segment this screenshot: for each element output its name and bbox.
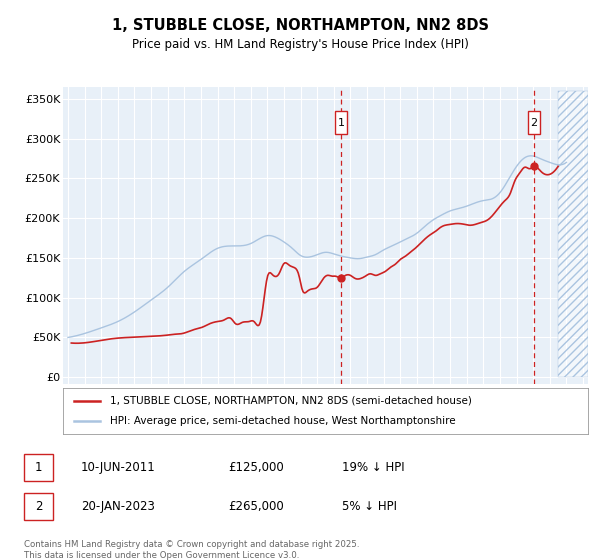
Text: 2: 2: [35, 500, 42, 514]
Text: 1: 1: [338, 118, 344, 128]
Text: £125,000: £125,000: [228, 461, 284, 474]
FancyBboxPatch shape: [528, 111, 540, 134]
Text: 10-JUN-2011: 10-JUN-2011: [81, 461, 156, 474]
Text: 19% ↓ HPI: 19% ↓ HPI: [342, 461, 404, 474]
Text: 1, STUBBLE CLOSE, NORTHAMPTON, NN2 8DS: 1, STUBBLE CLOSE, NORTHAMPTON, NN2 8DS: [112, 18, 488, 32]
Text: Contains HM Land Registry data © Crown copyright and database right 2025.
This d: Contains HM Land Registry data © Crown c…: [24, 540, 359, 560]
Text: 1: 1: [35, 461, 42, 474]
Text: 20-JAN-2023: 20-JAN-2023: [81, 500, 155, 514]
Text: HPI: Average price, semi-detached house, West Northamptonshire: HPI: Average price, semi-detached house,…: [110, 416, 456, 426]
Text: £265,000: £265,000: [228, 500, 284, 514]
FancyBboxPatch shape: [335, 111, 347, 134]
Text: 1, STUBBLE CLOSE, NORTHAMPTON, NN2 8DS (semi-detached house): 1, STUBBLE CLOSE, NORTHAMPTON, NN2 8DS (…: [110, 396, 472, 406]
Text: 2: 2: [530, 118, 538, 128]
Text: Price paid vs. HM Land Registry's House Price Index (HPI): Price paid vs. HM Land Registry's House …: [131, 38, 469, 52]
Text: 5% ↓ HPI: 5% ↓ HPI: [342, 500, 397, 514]
